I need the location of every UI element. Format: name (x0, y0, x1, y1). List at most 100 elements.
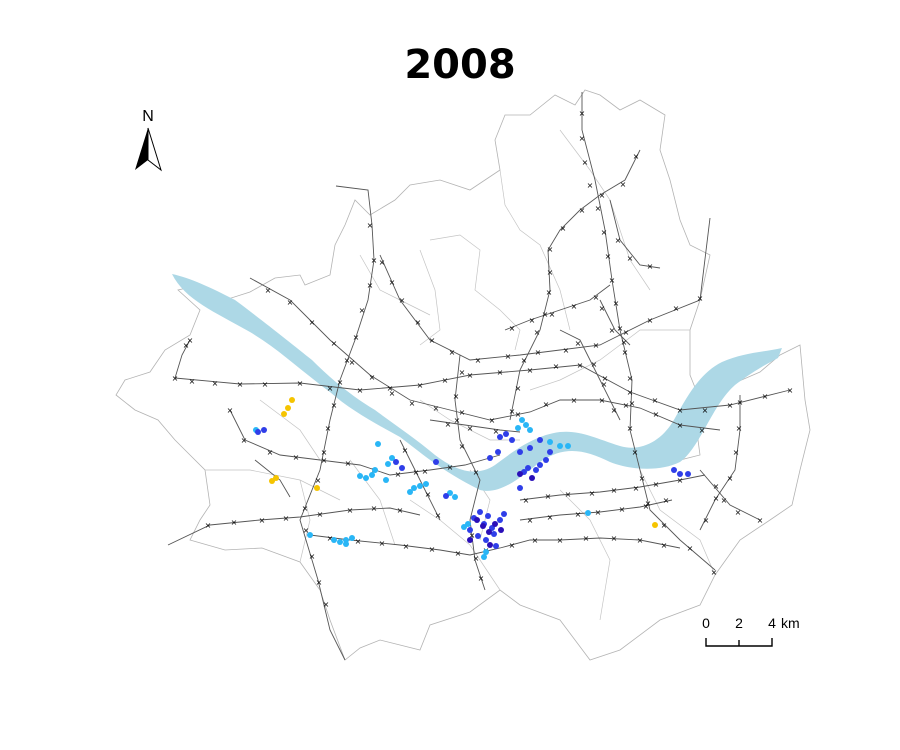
station-marker: × (189, 377, 196, 386)
station-marker: × (619, 505, 626, 514)
station-marker: × (389, 389, 396, 398)
point-category-2 (343, 541, 349, 547)
point-category-3 (671, 467, 677, 473)
point-category-2 (417, 483, 423, 489)
point-category-3 (485, 513, 491, 519)
point-category-3 (467, 527, 473, 533)
point-category-4 (529, 475, 535, 481)
point-markers (253, 397, 691, 560)
station-marker: × (579, 134, 586, 143)
station-marker: × (205, 521, 212, 530)
station-marker: × (547, 513, 554, 522)
station-marker: × (575, 339, 582, 348)
station-marker: × (473, 468, 480, 477)
station-marker: × (267, 448, 274, 457)
station-marker: × (733, 448, 740, 457)
station-marker: × (699, 426, 706, 435)
station-marker: × (697, 294, 704, 303)
point-category-2 (465, 521, 471, 527)
station-marker: × (515, 410, 522, 419)
station-marker: × (542, 310, 549, 319)
station-marker: × (521, 356, 528, 365)
station-marker: × (643, 502, 650, 511)
station-marker: × (579, 206, 586, 215)
station-marker: × (687, 544, 694, 553)
station-marker: × (387, 384, 394, 393)
station-marker: × (402, 446, 409, 455)
point-category-3 (443, 493, 449, 499)
station-marker: × (757, 516, 764, 525)
station-marker: × (262, 380, 269, 389)
station-marker: × (711, 568, 718, 577)
station-marker: × (661, 521, 668, 530)
station-marker: × (453, 392, 460, 401)
point-category-3 (487, 455, 493, 461)
station-marker: × (622, 348, 629, 357)
station-marker: × (321, 456, 328, 465)
point-category-1 (314, 485, 320, 491)
point-category-2 (349, 535, 355, 541)
station-marker: × (623, 401, 630, 410)
station-marker: × (677, 476, 684, 485)
station-marker: × (415, 318, 422, 327)
station-marker: × (344, 356, 351, 365)
station-marker: × (601, 228, 608, 237)
station-marker: × (613, 299, 620, 308)
point-category-2 (527, 427, 533, 433)
station-marker: × (633, 484, 640, 493)
point-category-2 (357, 473, 363, 479)
station-marker: × (609, 276, 616, 285)
station-marker: × (467, 371, 474, 380)
station-marker: × (575, 510, 582, 519)
point-category-3 (677, 471, 683, 477)
station-marker: × (445, 420, 452, 429)
point-category-2 (385, 461, 391, 467)
station-marker: × (547, 245, 554, 254)
point-category-2 (423, 481, 429, 487)
station-marker: × (371, 504, 378, 513)
point-category-2 (481, 554, 487, 560)
point-category-3 (495, 449, 501, 455)
station-marker: × (467, 424, 474, 433)
station-marker: × (309, 318, 316, 327)
station-marker: × (627, 424, 634, 433)
station-marker: × (303, 526, 310, 535)
station-marker: × (429, 336, 436, 345)
station-marker: × (172, 374, 179, 383)
point-category-4 (487, 542, 493, 548)
station-marker: × (489, 416, 496, 425)
station-marker: × (371, 256, 378, 265)
point-category-3 (433, 459, 439, 465)
point-category-4 (498, 527, 504, 533)
station-marker: × (357, 386, 364, 395)
station-marker: × (379, 258, 386, 267)
station-marker: × (435, 511, 442, 520)
station-marker: × (449, 348, 456, 357)
station-marker: × (787, 386, 794, 395)
station-marker: × (493, 427, 500, 436)
point-category-4 (480, 523, 486, 529)
station-marker: × (587, 181, 594, 190)
station-marker: × (589, 489, 596, 498)
city-boundary (115, 89, 811, 661)
point-category-3 (501, 511, 507, 517)
north-arrow-icon (135, 128, 148, 170)
station-marker: × (475, 356, 482, 365)
station-marker: × (735, 508, 742, 517)
station-marker: × (617, 324, 624, 333)
station-marker: × (623, 328, 630, 337)
district-borders (205, 129, 716, 621)
station-marker: × (183, 341, 190, 350)
station-marker: × (409, 399, 416, 408)
station-marker: × (231, 518, 238, 527)
station-markers: × × × × × × × × × × × × × × × × × × × × × × × × × × × × × × × × × × × × × × × ×… (172, 109, 794, 609)
station-marker: × (505, 352, 512, 361)
station-marker: × (545, 492, 552, 501)
point-category-2 (369, 472, 375, 478)
station-marker: × (593, 293, 600, 302)
station-marker: × (677, 406, 684, 415)
map-title: 2008 (404, 42, 516, 88)
station-marker: × (367, 221, 374, 230)
station-marker: × (459, 368, 466, 377)
scale-label-0: 0 (702, 615, 710, 631)
